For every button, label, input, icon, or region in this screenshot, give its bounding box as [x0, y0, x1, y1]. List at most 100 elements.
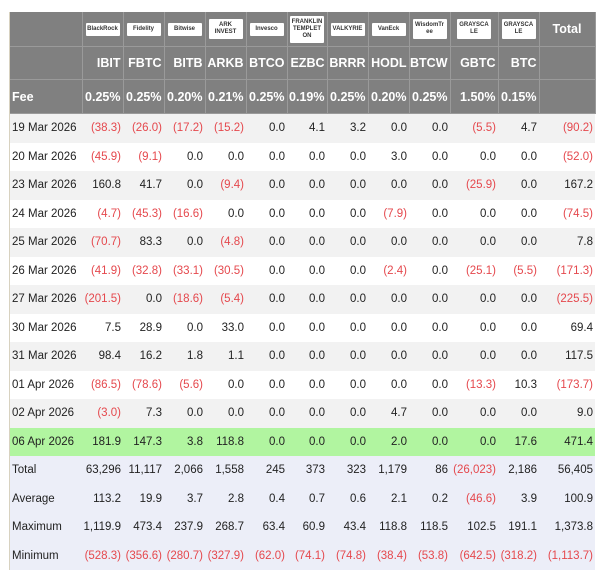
summary-cell: (74.8) [327, 542, 368, 570]
flow-cell: 0.0 [327, 228, 368, 257]
flow-cell: 118.8 [205, 428, 246, 457]
total-flow-cell: 9.0 [539, 399, 595, 428]
flow-cell: 0.0 [246, 399, 287, 428]
summary-cell: (1,113.7) [539, 542, 595, 570]
date-cell: 26 Mar 2026 [10, 257, 82, 286]
date-cell: 23 Mar 2026 [10, 171, 82, 200]
flow-cell: (86.5) [82, 371, 123, 400]
flow-cell: 0.0 [409, 399, 450, 428]
flow-cell: (33.1) [164, 257, 205, 286]
issuer-logo: Fidelity [127, 23, 161, 36]
summary-cell: 191.1 [498, 513, 539, 542]
header-blank [539, 47, 595, 80]
issuer-logo-cell: Fidelity [123, 12, 164, 47]
summary-cell: 3.7 [164, 485, 205, 514]
flow-cell: (32.8) [123, 257, 164, 286]
flow-cell: (5.5) [498, 257, 539, 286]
flow-cell: (45.9) [82, 143, 123, 172]
flow-cell: 0.0 [450, 228, 498, 257]
flow-cell: (5.5) [450, 114, 498, 143]
issuer-logo: GRAYSCALE [502, 19, 536, 39]
summary-cell: 118.8 [368, 513, 409, 542]
flow-cell: 3.0 [368, 143, 409, 172]
issuer-logo: VALKYRIE [331, 23, 365, 36]
flow-cell: (17.2) [164, 114, 205, 143]
flow-cell: 0.0 [327, 399, 368, 428]
flow-cell: 0.0 [287, 200, 327, 229]
flow-cell: 3.8 [164, 428, 205, 457]
flow-cell: 0.0 [409, 428, 450, 457]
flow-cell: (30.5) [205, 257, 246, 286]
summary-row-minimum: Minimum(528.3)(356.6)(280.7)(327.9)(62.0… [10, 542, 595, 570]
summary-cell: (528.3) [82, 542, 123, 570]
flow-cell: (201.5) [82, 285, 123, 314]
flow-cell: (9.1) [123, 143, 164, 172]
summary-cell: 43.4 [327, 513, 368, 542]
flow-cell: 0.0 [498, 342, 539, 371]
total-flow-cell: 167.2 [539, 171, 595, 200]
flow-cell: 0.0 [327, 314, 368, 343]
flow-cell: 1.8 [164, 342, 205, 371]
header-blank [10, 47, 82, 80]
summary-cell: 63,296 [82, 456, 123, 485]
summary-cell: 1,179 [368, 456, 409, 485]
ticker-header: BTC [498, 47, 539, 80]
flow-cell: 181.9 [82, 428, 123, 457]
flow-cell: 0.0 [368, 314, 409, 343]
summary-cell: 1,119.9 [82, 513, 123, 542]
issuer-logo-cell: GRAYSCALE [450, 12, 498, 47]
summary-cell: 0.2 [409, 485, 450, 514]
flow-cell: 0.0 [368, 171, 409, 200]
flow-cell: 0.0 [123, 285, 164, 314]
flow-cell: 0.0 [327, 285, 368, 314]
ticker-header: BTCW [409, 47, 450, 80]
ticker-header: HODL [368, 47, 409, 80]
summary-cell: 60.9 [287, 513, 327, 542]
summary-label: Minimum [10, 542, 82, 570]
flow-cell: 0.0 [164, 314, 205, 343]
flow-cell: 0.0 [287, 171, 327, 200]
flow-cell: (15.2) [205, 114, 246, 143]
summary-label: Maximum [10, 513, 82, 542]
summary-cell: (46.6) [450, 485, 498, 514]
flow-cell: (3.0) [82, 399, 123, 428]
summary-cell: (38.4) [368, 542, 409, 570]
date-cell: 31 Mar 2026 [10, 342, 82, 371]
flow-cell: 0.0 [246, 257, 287, 286]
flow-cell: 0.0 [246, 371, 287, 400]
fee-label: Fee [10, 80, 82, 114]
total-column-header: Total [539, 12, 595, 47]
flow-cell: 0.0 [327, 171, 368, 200]
ticker-header: EZBC [287, 47, 327, 80]
flow-cell: 98.4 [82, 342, 123, 371]
summary-cell: (642.5) [450, 542, 498, 570]
summary-cell: 0.7 [287, 485, 327, 514]
flow-cell: 83.3 [123, 228, 164, 257]
flow-cell: 0.0 [205, 399, 246, 428]
flow-cell: 0.0 [205, 200, 246, 229]
issuer-logo-cell: WisdomTree [409, 12, 450, 47]
summary-cell: 3.9 [498, 485, 539, 514]
issuer-logo: Bitwise [168, 23, 202, 36]
flow-cell: 0.0 [287, 228, 327, 257]
flow-cell: 0.0 [246, 114, 287, 143]
total-flow-cell: (90.2) [539, 114, 595, 143]
summary-cell: (356.6) [123, 542, 164, 570]
date-cell: 02 Apr 2026 [10, 399, 82, 428]
flow-cell: 41.7 [123, 171, 164, 200]
summary-cell: 0.6 [327, 485, 368, 514]
total-flow-cell: (171.3) [539, 257, 595, 286]
fee-value: 0.21% [205, 80, 246, 114]
summary-cell: 11,117 [123, 456, 164, 485]
summary-cell: 1,373.8 [539, 513, 595, 542]
issuer-logo: Invesco [250, 23, 284, 36]
summary-cell: 373 [287, 456, 327, 485]
flow-cell: 0.0 [450, 285, 498, 314]
flow-cell: 0.0 [287, 285, 327, 314]
flow-cell: 0.0 [450, 428, 498, 457]
